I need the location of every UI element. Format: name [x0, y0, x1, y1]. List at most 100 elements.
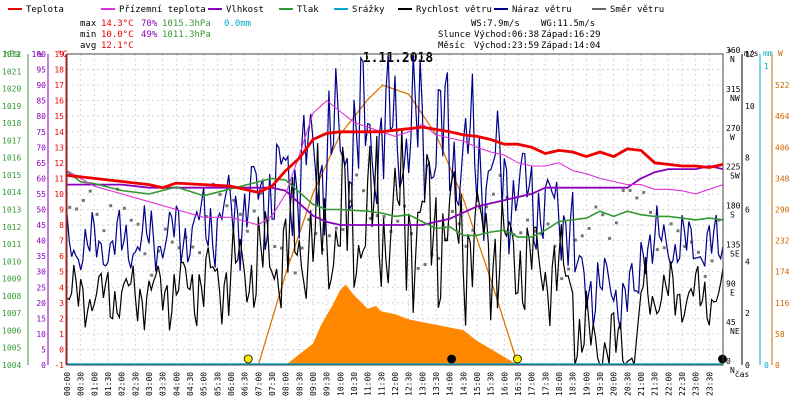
solar-radiation-area — [285, 284, 518, 365]
tick-label-c: 15 — [54, 112, 64, 121]
axis-wm2-label: W — [778, 49, 783, 58]
series-naraz-line — [66, 53, 724, 331]
wind-direction-dot — [710, 259, 714, 263]
tick-label-x: 05:00 — [200, 372, 209, 396]
wind-direction-dot — [102, 229, 106, 233]
tick-label-c: 11 — [54, 174, 64, 183]
tick-label-dir-name: N — [730, 366, 735, 375]
legend-label-vlhkost: Vlhkost — [226, 5, 264, 15]
legend-label-tlak: Tlak — [297, 5, 319, 15]
tick-label-wm2: 174 — [775, 268, 790, 277]
tick-label-x: 04:30 — [186, 372, 195, 396]
series-prizemni-line — [66, 100, 724, 226]
tick-label-c: 8 — [59, 221, 64, 230]
tick-label-hpa: 1005 — [2, 344, 21, 353]
wind-direction-dot — [560, 277, 564, 281]
wind-direction-dot — [157, 249, 161, 253]
tick-label-x: 15:00 — [473, 372, 482, 396]
wind-direction-dot — [676, 229, 680, 233]
tick-label-hpa: 1020 — [2, 85, 21, 94]
stat-max-press: 1015.3hPa — [162, 19, 211, 29]
wind-direction-dot — [355, 173, 359, 177]
tick-label-dir-name: SW — [730, 172, 740, 181]
tick-label-x: 17:00 — [528, 372, 537, 396]
axis-mm-label: mm — [763, 49, 773, 58]
tick-label-dir-deg: 360 — [726, 46, 741, 55]
wind-direction-dot — [526, 218, 530, 222]
tick-label-x: 10:30 — [350, 372, 359, 396]
legend-label-rychlost: Rychlost větru — [416, 5, 492, 15]
tick-label-pct: 25 — [36, 283, 46, 292]
wind-direction-dot — [259, 191, 263, 195]
tick-label-x: 09:00 — [309, 372, 318, 396]
tick-label-pct: 70 — [36, 143, 46, 152]
wind-direction-dot — [191, 245, 195, 249]
tick-label-pct: 75 — [36, 128, 46, 137]
legend-label-teplota: Teplota — [26, 5, 64, 15]
tick-label-pct: 0 — [41, 361, 46, 370]
tick-label-pct: 80 — [36, 112, 46, 121]
tick-label-dir-name: N — [730, 55, 735, 64]
tick-label-ms: 2 — [745, 309, 750, 318]
stat-mesic-vychod: Východ:23:59 — [474, 41, 539, 51]
wind-direction-dot — [170, 240, 174, 244]
tick-label-c: 5 — [59, 268, 64, 277]
tick-label-x: 19:30 — [596, 372, 605, 396]
legend: Teplota Přízemní teplota Vlhkost Tlak Sr… — [8, 5, 664, 15]
tick-label-pct: 30 — [36, 268, 46, 277]
series-rychlost-line — [66, 128, 724, 367]
tick-label-pct: 5 — [41, 345, 46, 354]
wind-direction-dot — [314, 231, 318, 235]
tick-label-x: 03:30 — [159, 372, 168, 396]
tick-label-dir-deg: 180 — [726, 202, 741, 211]
tick-label-c: 12 — [54, 159, 64, 168]
wind-direction-dot — [307, 218, 311, 222]
tick-label-hpa: 1017 — [2, 136, 21, 145]
tick-label-dir-name: NW — [730, 94, 740, 103]
legend-label-naraz: Náraz větru — [512, 5, 572, 15]
tick-label-x: 08:00 — [282, 372, 291, 396]
tick-label-x: 21:00 — [637, 372, 646, 396]
wind-direction-dot — [608, 236, 612, 240]
tick-label-ms: 10 — [745, 102, 755, 111]
tick-label-x: 03:00 — [145, 372, 154, 396]
wind-direction-dot — [539, 232, 543, 236]
tick-label-x: 20:00 — [610, 372, 619, 396]
wind-direction-dot — [204, 215, 208, 219]
tick-label-pct: 35 — [36, 252, 46, 261]
wind-direction-dot — [280, 246, 284, 250]
tick-label-dir-deg: 135 — [726, 240, 741, 249]
tick-label-c: 19 — [54, 50, 64, 59]
stat-min-press: 1011.3hPa — [162, 30, 211, 40]
tick-label-pct: 20 — [36, 299, 46, 308]
tick-label-c: 16 — [54, 97, 64, 106]
tick-label-x: 10:00 — [336, 372, 345, 396]
tick-label-dir-deg: 0 — [726, 357, 731, 366]
wind-direction-dot — [614, 221, 618, 225]
wind-direction-dot — [341, 228, 345, 232]
wind-direction-dot — [553, 244, 557, 248]
tick-label-c: 4 — [59, 283, 64, 292]
stat-max-rain: 0.0mm — [224, 19, 251, 29]
wind-direction-dot — [662, 246, 666, 250]
tick-label-wm2: 464 — [775, 112, 790, 121]
tick-label-pct: 100 — [32, 50, 47, 59]
stat-ws: WS:7.9m/s — [471, 19, 520, 29]
moon-marker — [718, 354, 727, 364]
tick-label-hpa: 1013 — [2, 206, 21, 215]
tick-label-pct: 90 — [36, 81, 46, 90]
stat-min-temp: 10.0°C — [101, 30, 134, 40]
tick-label-pct: 65 — [36, 159, 46, 168]
wind-direction-dot — [573, 238, 577, 242]
legend-label-smer: Směr větru — [610, 5, 664, 15]
wind-direction-dot — [334, 226, 338, 230]
wind-direction-dot — [580, 234, 584, 238]
tick-label-hpa: 1008 — [2, 292, 21, 301]
wind-direction-dot — [669, 222, 673, 226]
wind-direction-dot — [293, 271, 297, 275]
stat-max-temp: 14.3°C — [101, 19, 134, 29]
tick-label-wm2: 348 — [775, 174, 790, 183]
wind-direction-dot — [109, 204, 113, 208]
tick-label-c: 1 — [59, 330, 64, 339]
tick-label-x: 23:00 — [692, 372, 701, 396]
